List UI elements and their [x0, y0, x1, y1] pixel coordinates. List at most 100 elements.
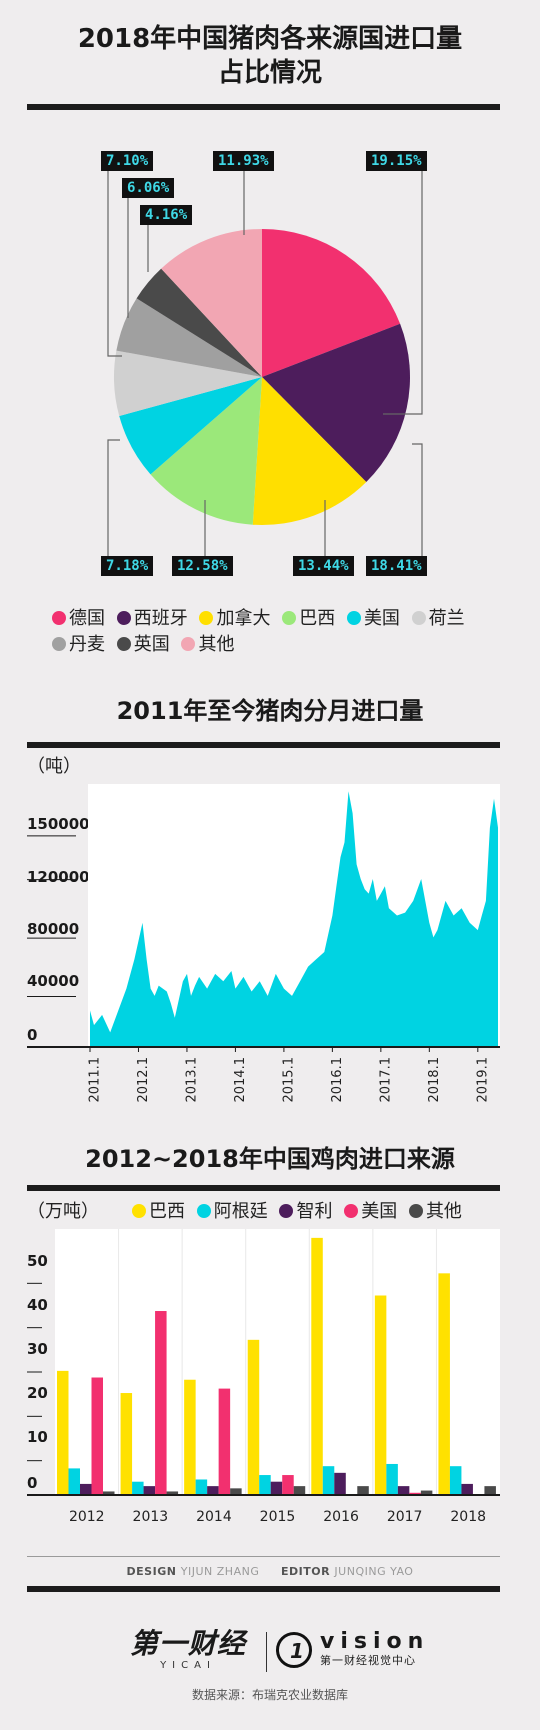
legend-label: 其他 — [425, 1201, 462, 1222]
pie-slice-usa — [119, 377, 262, 475]
pie-leader-netherlands — [107, 160, 122, 357]
section-divider — [27, 1586, 500, 1592]
bar-brazil-2016 — [311, 1237, 323, 1495]
credits: DESIGN YIJUN ZHANG EDITOR JUNQING YAO — [0, 1565, 540, 1578]
pie-label-denmark: 6.06% — [122, 178, 175, 198]
pie-chart-title: 2018年中国猪肉各来源国进口量 占比情况 — [0, 22, 540, 90]
legend-dot — [408, 1204, 423, 1218]
bar-xtick-label: 2013 — [133, 1509, 169, 1525]
bar-chile-2014 — [207, 1486, 219, 1495]
legend-item-brazil: 巴西 — [132, 1197, 185, 1223]
pie-slice-other — [161, 229, 262, 377]
area-ytick-150000: 150000 — [27, 815, 90, 833]
area-ytick-0: 0 — [27, 1026, 38, 1044]
legend-item-usa: 美国 — [346, 606, 400, 632]
legend-item-brazil: 巴西 — [282, 606, 335, 632]
editor-name: JUNQING YAO — [334, 1565, 414, 1578]
legend-dot — [196, 1204, 211, 1218]
bar-argentina-2016 — [322, 1466, 335, 1495]
legend-item-other: 其他 — [408, 1197, 462, 1223]
bar-chile-2016 — [334, 1472, 346, 1495]
legend-label: 智利 — [296, 1201, 333, 1222]
pie-chart — [107, 160, 423, 564]
bar-chart-title: 2012~2018年中国鸡肉进口来源 — [85, 1145, 455, 1173]
area-xtick-label: 2013.1 — [184, 1057, 199, 1103]
bar-xtick-label: 2016 — [323, 1509, 359, 1525]
pie-slice-germany — [262, 229, 401, 377]
bar-argentina-2013 — [132, 1481, 144, 1495]
editor-label: EDITOR — [281, 1565, 331, 1578]
credits-divider — [27, 1556, 500, 1557]
pie-label-uk: 4.16% — [140, 205, 193, 225]
bar-argentina-2018 — [449, 1466, 462, 1495]
pie-title-line1: 2018年中国猪肉各来源国进口量 — [77, 24, 463, 54]
legend-dot — [116, 637, 131, 651]
area-xtick-label: 2016.1 — [330, 1057, 345, 1103]
area-ytick-120000: 120000 — [27, 868, 90, 886]
pie-slice-brazil — [150, 377, 262, 525]
bar-chile-2015 — [270, 1481, 283, 1495]
legend-dot — [52, 611, 66, 625]
design-label: DESIGN — [126, 1565, 177, 1578]
legend-dot — [199, 611, 214, 625]
pie-slice-canada — [252, 377, 367, 525]
legend-label: 丹麦 — [69, 634, 105, 655]
bar-usa-2014 — [218, 1388, 231, 1495]
bar-ytick-40: 40 — [27, 1296, 48, 1314]
pie-legend: 德国 西班牙 加拿大 巴西 美国 荷兰 丹麦 英国 其他 — [52, 606, 512, 658]
area-unit-label: （吨） — [27, 756, 81, 777]
bar-other-2014 — [230, 1488, 242, 1495]
bar-chile-2018 — [461, 1483, 473, 1495]
data-source: 数据来源：布瑞克农业数据库 — [191, 1688, 348, 1702]
legend-item-canada: 加拿大 — [199, 606, 270, 632]
area-ytick-40000: 40000 — [27, 972, 80, 990]
legend-dot — [279, 1204, 294, 1218]
bar-argentina-2012 — [68, 1468, 80, 1495]
bar-other-2015 — [293, 1486, 306, 1495]
pie-leader-germany — [383, 160, 423, 415]
bar-brazil-2015 — [247, 1339, 260, 1495]
legend-label: 美国 — [363, 608, 400, 629]
bar-ytick-50: 50 — [27, 1252, 48, 1270]
bar-unit-label: （万吨） — [27, 1201, 99, 1222]
yicai-logo-en: YICAI — [160, 1660, 216, 1671]
section-divider — [27, 1185, 500, 1191]
legend-dot — [116, 611, 131, 625]
bar-other-2016 — [357, 1486, 369, 1495]
legend-dot — [52, 637, 66, 651]
legend-item-other: 其他 — [181, 632, 234, 658]
bar-other-2012 — [103, 1491, 115, 1495]
yicai-logo-cn: 第一财经 — [129, 1627, 246, 1660]
yicai-logo: 第一财经 YICAI — [118, 1628, 258, 1672]
bar-xtick-label: 2015 — [260, 1509, 296, 1525]
pie-label-spain: 18.41% — [366, 556, 427, 576]
pie-slices — [114, 229, 410, 525]
area-ytick-80000: 80000 — [27, 920, 80, 938]
area-xtick-label: 2019.1 — [475, 1057, 490, 1103]
pie-slice-spain — [262, 323, 410, 483]
bar-other-2018 — [484, 1486, 496, 1495]
bar-argentina-2015 — [259, 1475, 271, 1495]
legend-dot — [282, 611, 297, 625]
legend-dot — [132, 1204, 146, 1218]
area-ytick-marks — [27, 835, 76, 998]
section-divider — [27, 104, 500, 110]
bar-usa-2012 — [91, 1377, 103, 1495]
legend-item-spain: 西班牙 — [116, 606, 188, 632]
legend-item-usa: 美国 — [344, 1197, 397, 1223]
legend-label: 加拿大 — [216, 608, 271, 629]
legend-item-uk: 英国 — [116, 632, 170, 658]
bar-series — [57, 1229, 496, 1495]
bar-legend: 巴西 阿根廷 智利 美国 其他 — [132, 1197, 468, 1223]
pie-label-canada: 13.44% — [293, 556, 354, 576]
pie-slice-uk — [136, 268, 262, 377]
bar-xtick-label: 2018 — [450, 1509, 486, 1525]
section-divider — [27, 742, 500, 748]
logo-divider — [266, 1632, 267, 1672]
area-xtick-label: 2017.1 — [378, 1057, 393, 1103]
legend-label: 西班牙 — [133, 608, 188, 629]
bar-ytick-10: 10 — [27, 1428, 48, 1446]
bar-ytick-30: 30 — [27, 1340, 48, 1358]
pie-label-usa: 7.18% — [101, 556, 154, 576]
bar-other-2017 — [420, 1490, 433, 1495]
